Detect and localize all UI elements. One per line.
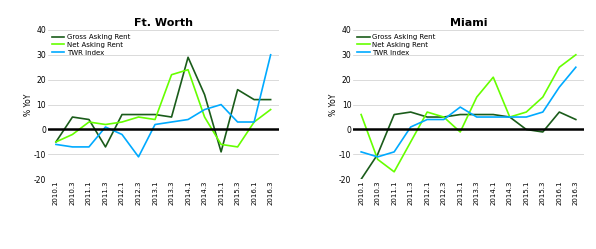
Net Asking Rent [440,116,447,119]
Net Asking Rent [390,170,398,173]
Net Asking Rent [218,143,225,146]
TWR Index [201,108,208,111]
Net Asking Rent [69,133,76,136]
Gross Asking Rent [506,116,513,119]
Net Asking Rent [424,111,431,114]
Gross Asking Rent [119,113,126,116]
Legend: Gross Asking Rent, Net Asking Rent, TWR Index: Gross Asking Rent, Net Asking Rent, TWR … [356,33,436,56]
Net Asking Rent [374,158,381,161]
TWR Index [572,66,579,69]
TWR Index [555,86,563,89]
Gross Asking Rent [201,93,208,96]
Gross Asking Rent [218,150,225,153]
Line: Net Asking Rent: Net Asking Rent [361,55,576,172]
Gross Asking Rent [424,116,431,119]
Gross Asking Rent [102,145,109,148]
TWR Index [267,53,274,56]
Net Asking Rent [85,121,92,124]
TWR Index [523,116,530,119]
Net Asking Rent [523,111,530,114]
Gross Asking Rent [555,111,563,114]
Gross Asking Rent [69,116,76,119]
TWR Index [135,155,142,158]
Gross Asking Rent [473,113,480,116]
TWR Index [234,121,241,124]
TWR Index [374,155,381,158]
Gross Asking Rent [440,116,447,119]
Gross Asking Rent [52,140,60,143]
TWR Index [119,133,126,136]
TWR Index [218,103,225,106]
Net Asking Rent [250,121,257,124]
TWR Index [85,145,92,148]
Net Asking Rent [407,140,414,143]
Net Asking Rent [555,66,563,69]
Gross Asking Rent [135,113,142,116]
Net Asking Rent [490,76,497,79]
Gross Asking Rent [185,56,192,59]
Line: Gross Asking Rent: Gross Asking Rent [56,57,271,152]
Title: Ft. Worth: Ft. Worth [134,18,193,28]
Net Asking Rent [52,140,60,143]
Gross Asking Rent [457,113,464,116]
Gross Asking Rent [490,113,497,116]
Gross Asking Rent [539,130,547,133]
Net Asking Rent [572,53,579,56]
TWR Index [250,121,257,124]
TWR Index [490,116,497,119]
TWR Index [185,118,192,121]
Gross Asking Rent [572,118,579,121]
Net Asking Rent [234,145,241,148]
TWR Index [506,116,513,119]
Gross Asking Rent [407,111,414,114]
Gross Asking Rent [358,178,365,181]
Net Asking Rent [135,116,142,119]
TWR Index [102,125,109,128]
Gross Asking Rent [390,113,398,116]
TWR Index [424,118,431,121]
TWR Index [358,150,365,153]
TWR Index [390,150,398,153]
TWR Index [69,145,76,148]
Gross Asking Rent [151,113,159,116]
Gross Asking Rent [85,118,92,121]
Net Asking Rent [457,130,464,133]
Net Asking Rent [358,113,365,116]
Title: Miami: Miami [450,18,487,28]
Line: Gross Asking Rent: Gross Asking Rent [361,112,576,179]
Gross Asking Rent [267,98,274,101]
TWR Index [168,121,175,124]
Gross Asking Rent [523,128,530,131]
Line: TWR Index: TWR Index [361,67,576,157]
Line: Net Asking Rent: Net Asking Rent [56,70,271,147]
Net Asking Rent [102,123,109,126]
TWR Index [457,106,464,109]
Net Asking Rent [201,116,208,119]
Y-axis label: % YoY: % YoY [329,93,338,116]
TWR Index [52,143,60,146]
Line: TWR Index: TWR Index [56,55,271,157]
Net Asking Rent [267,108,274,111]
TWR Index [440,118,447,121]
Gross Asking Rent [234,88,241,91]
Legend: Gross Asking Rent, Net Asking Rent, TWR Index: Gross Asking Rent, Net Asking Rent, TWR … [51,33,131,56]
Net Asking Rent [539,96,547,99]
Y-axis label: % YoY: % YoY [23,93,33,116]
Gross Asking Rent [374,153,381,156]
Net Asking Rent [473,96,480,99]
TWR Index [473,116,480,119]
TWR Index [407,125,414,128]
Net Asking Rent [185,68,192,71]
Net Asking Rent [119,121,126,124]
TWR Index [539,111,547,114]
Net Asking Rent [506,116,513,119]
Gross Asking Rent [250,98,257,101]
Net Asking Rent [151,118,159,121]
Net Asking Rent [168,73,175,76]
TWR Index [151,123,159,126]
Gross Asking Rent [168,116,175,119]
